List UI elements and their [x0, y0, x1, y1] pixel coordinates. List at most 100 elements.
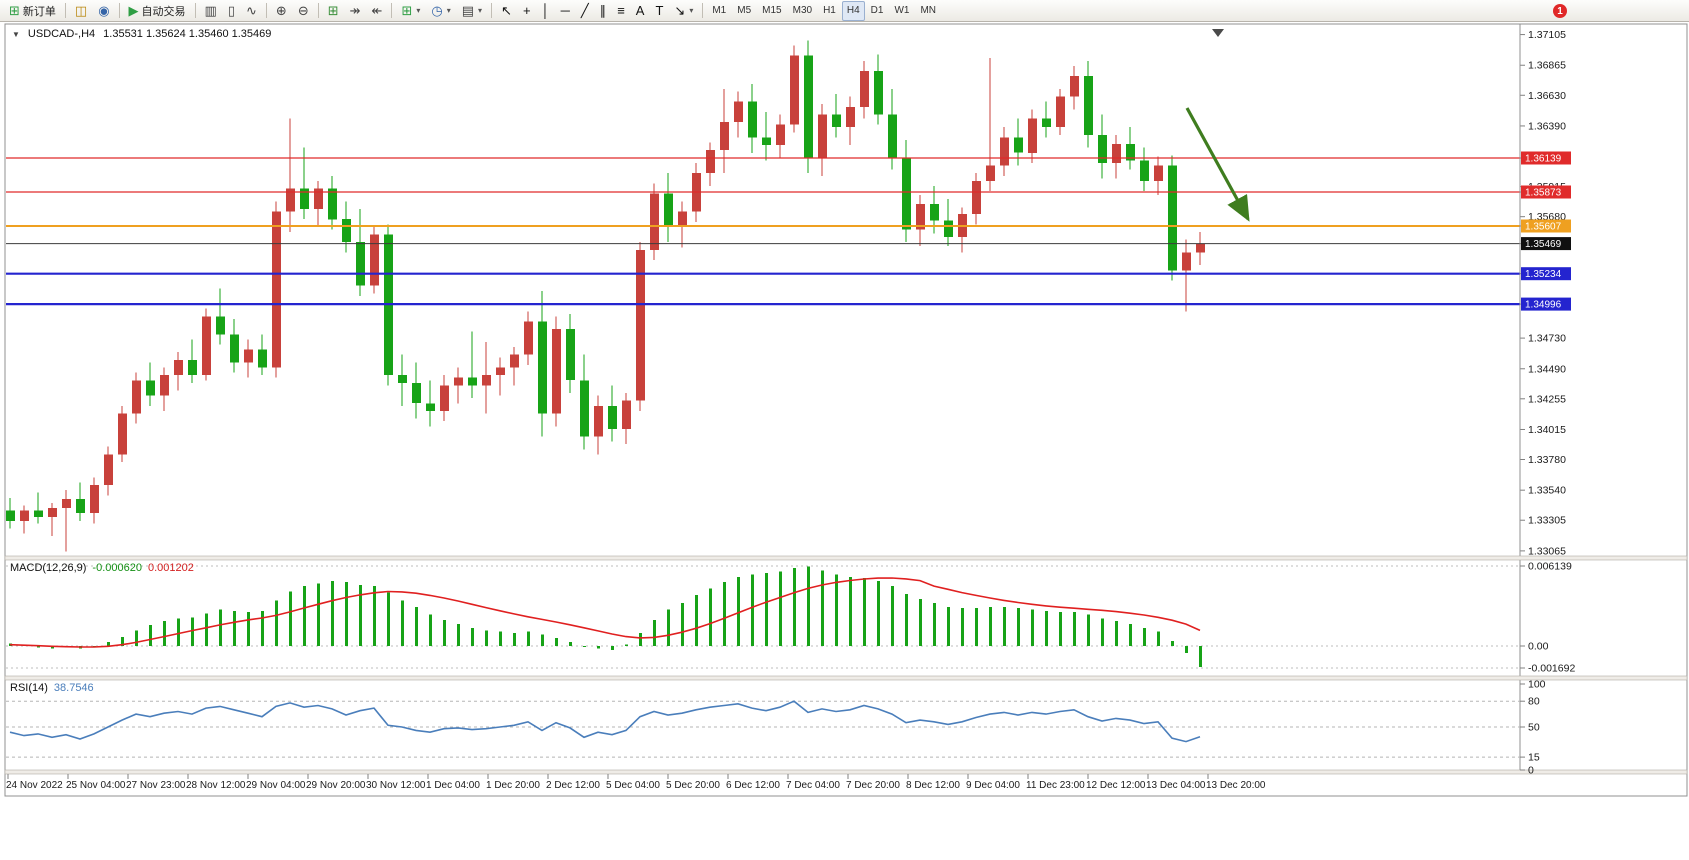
- chart-shift-marker[interactable]: [1212, 29, 1224, 37]
- timeframe-h1-button-label: H1: [823, 5, 836, 16]
- date-label: 1 Dec 20:00: [486, 780, 540, 791]
- rsi-axis-label: 0: [1528, 765, 1534, 777]
- timeframe-w1-button-label: W1: [894, 5, 910, 16]
- vertical-line-button[interactable]: │: [537, 1, 555, 21]
- date-label: 7 Dec 20:00: [846, 780, 900, 791]
- rsi-axis-label: 15: [1528, 752, 1540, 764]
- timeframe-m5-button[interactable]: M5: [732, 1, 756, 21]
- timeframe-m30-button[interactable]: M30: [788, 1, 817, 21]
- fibonacci-button[interactable]: ≡: [612, 1, 630, 21]
- date-label: 6 Dec 12:00: [726, 780, 780, 791]
- macd-signal-line: [9, 577, 1201, 648]
- price-badge-text: 1.34996: [1525, 300, 1562, 311]
- toolbar-separator: [702, 3, 704, 18]
- panel-splitter[interactable]: [4, 555, 1688, 561]
- price-badge-1.36139: 1.36139: [1521, 151, 1571, 165]
- price-tick-label: 1.34490: [1528, 363, 1566, 375]
- window-frame: [4, 23, 1688, 797]
- timeframe-m15-button[interactable]: M15: [757, 1, 786, 21]
- toolbar-separator: [491, 3, 493, 18]
- channel-button[interactable]: ∥: [595, 1, 612, 21]
- candlestick-chart-button[interactable]: ▯: [223, 1, 240, 21]
- rsi-axis-label: 50: [1528, 722, 1540, 734]
- price-tick-label: 1.33540: [1528, 485, 1566, 497]
- cursor-button[interactable]: ↖: [496, 1, 517, 21]
- cursor-icon: ↖: [501, 3, 512, 18]
- candlestick-chart-icon: ▯: [227, 3, 235, 18]
- panel-splitter[interactable]: [4, 769, 1688, 775]
- price-tick-label: 1.36630: [1528, 90, 1566, 102]
- market-watch-icon: ◉: [98, 3, 110, 18]
- horizontal-line-icon: ─: [560, 3, 570, 18]
- chart-shift-button[interactable]: ↞: [367, 1, 388, 21]
- price-badge-1.35873: 1.35873: [1521, 185, 1571, 199]
- date-label: 29 Nov 20:00: [306, 780, 366, 791]
- chevron-down-icon: ▾: [416, 6, 421, 15]
- time-axis[interactable]: [5, 774, 1687, 796]
- zoom-out-button[interactable]: ⊖: [293, 1, 314, 21]
- bar-chart-icon: ▥: [204, 3, 217, 18]
- date-label: 13 Dec 04:00: [1146, 780, 1206, 791]
- zoom-out-icon: ⊖: [297, 3, 309, 18]
- price-axis[interactable]: [1520, 24, 1687, 774]
- macd-signal-value: 0.001202: [147, 562, 194, 574]
- market-watch-button[interactable]: ◉: [93, 1, 114, 21]
- timeframe-w1-button[interactable]: W1: [889, 1, 914, 21]
- timeframe-mn-button-label: MN: [920, 5, 937, 16]
- timeframe-h1-button[interactable]: H1: [818, 1, 841, 21]
- price-badge-1.35234: 1.35234: [1521, 267, 1571, 281]
- line-chart-button[interactable]: ∿: [241, 1, 262, 21]
- timeframe-d1-button[interactable]: D1: [866, 1, 889, 21]
- zoom-in-icon: ⊕: [275, 3, 287, 18]
- tile-windows-icon: ⊞: [327, 3, 339, 18]
- macd-histogram: [9, 566, 1202, 667]
- timeframe-mn-button[interactable]: MN: [915, 1, 941, 21]
- timeframe-h4-button-label: H4: [846, 5, 860, 16]
- one-click-trading-toggle[interactable]: ▼: [12, 29, 20, 39]
- line-chart-icon: ∿: [246, 3, 257, 18]
- toolbar-separator: [118, 3, 120, 18]
- price-tick-label: 1.33305: [1528, 515, 1566, 527]
- date-label: 27 Nov 23:00: [126, 780, 186, 791]
- arrows-button[interactable]: ↘ ▾: [669, 1, 698, 21]
- strategy-tester-button[interactable]: ◫: [70, 1, 92, 21]
- chart-title: ▼ USDCAD-,H4 1.35531 1.35624 1.35460 1.3…: [12, 28, 271, 40]
- panel-splitter[interactable]: [4, 675, 1688, 681]
- price-tick-label: 1.33780: [1528, 454, 1566, 466]
- strategy-tester-icon: ◫: [74, 3, 88, 18]
- price-badge-1.35469: 1.35469: [1521, 237, 1571, 250]
- notification-badge[interactable]: 1: [1553, 4, 1567, 18]
- timeframe-m5-button-label: M5: [737, 5, 752, 16]
- new-chart-icon: ⊞: [401, 3, 413, 18]
- trendline-button[interactable]: ╱: [576, 1, 594, 21]
- vertical-line-icon: │: [541, 3, 550, 18]
- macd-indicator-label: MACD(12,26,9) -0.000620 0.001202: [10, 562, 194, 574]
- text-button[interactable]: A: [631, 1, 650, 21]
- tile-windows-button[interactable]: ⊞: [323, 1, 344, 21]
- crosshair-button[interactable]: +: [518, 1, 536, 21]
- date-label: 1 Dec 04:00: [426, 780, 480, 791]
- horizontal-line-button[interactable]: ─: [556, 1, 575, 21]
- timeframe-m1-button[interactable]: M1: [707, 1, 731, 21]
- algo-trading-button[interactable]: ▶ 自动交易: [124, 1, 191, 21]
- new-order-button-label: 新订单: [22, 5, 56, 18]
- auto-scroll-button[interactable]: ↠: [345, 1, 366, 21]
- timeframe-h4-button[interactable]: H4: [841, 0, 865, 21]
- chevron-down-icon: ▾: [689, 6, 694, 15]
- bar-chart-button[interactable]: ▥: [200, 1, 222, 21]
- label-button[interactable]: T: [650, 1, 668, 21]
- zoom-in-button[interactable]: ⊕: [271, 1, 292, 21]
- rsi-axis-label: 80: [1528, 696, 1540, 708]
- trend-arrow-annotation[interactable]: [1185, 107, 1250, 222]
- toolbar-separator: [64, 3, 66, 18]
- new-chart-button[interactable]: ⊞ ▾: [396, 1, 425, 21]
- new-order-button[interactable]: ⊞ 新订单: [4, 1, 61, 21]
- macd-main-value: -0.000620: [92, 562, 142, 574]
- chart-plot-area[interactable]: [6, 26, 1520, 556]
- timeframe-menu-button[interactable]: ◷ ▾: [426, 1, 455, 21]
- template-button[interactable]: ▤ ▾: [457, 1, 487, 21]
- timeframe-m30-button-label: M30: [792, 5, 813, 16]
- date-label: 8 Dec 12:00: [906, 780, 960, 791]
- timeframe-d1-button-label: D1: [870, 5, 884, 16]
